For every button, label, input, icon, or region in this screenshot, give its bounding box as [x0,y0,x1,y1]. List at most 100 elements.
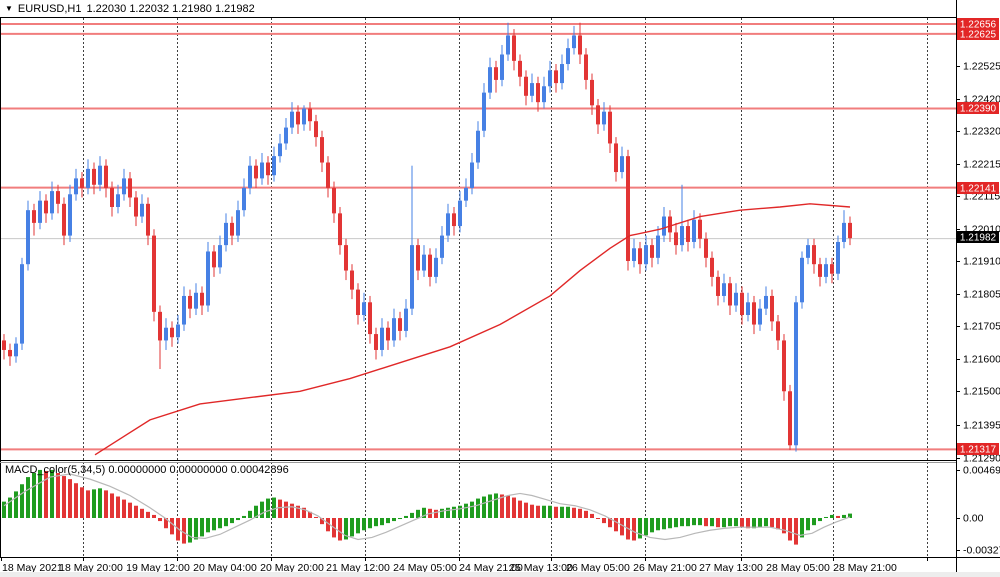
candle-body [92,168,96,185]
candle-body [782,340,786,392]
candle-body [278,143,282,157]
macd-bar [2,501,6,518]
macd-bar [122,499,126,518]
macd-bar [344,518,348,540]
candle-body [512,35,516,61]
price-badge-text: 1.22656 [960,20,997,31]
candle-body [470,162,474,188]
candle-body [284,127,288,144]
candle-body [476,130,480,163]
candle-body [542,86,546,103]
macd-bar [392,518,396,522]
candle-body [746,302,750,316]
macd-indicator-label: MACD_color(5,34,5) 0.00000000 0.00000000… [5,464,289,476]
macd-bar [566,506,570,518]
macd-bar [524,502,528,518]
macd-bar [620,518,624,536]
candle-body [308,108,312,122]
macd-bar [302,507,306,518]
macd-bar [74,483,78,518]
macd-bar [92,489,96,518]
candle-body [566,48,570,65]
candle-body [560,64,564,84]
macd-bar [38,469,42,518]
candle-body [458,200,462,227]
time-axis-label: 25 May 13:00 [509,562,573,574]
candle-body [794,302,798,446]
time-axis-label: 19 May 12:00 [126,562,190,574]
macd-bar [296,505,300,518]
candle-body [14,343,18,357]
macd-bar [668,518,672,529]
macd-bar [614,518,618,532]
candle-body [806,245,810,258]
macd-bar [590,513,594,518]
macd-bar [266,498,270,518]
candle-body [716,276,720,296]
time-axis-label: 18 May 2021 [2,562,63,574]
candle-body [572,35,576,49]
candle-body [254,165,258,179]
macd-bar [656,518,660,531]
macd-bar [26,477,30,518]
candle-body [770,295,774,322]
macd-bar [548,505,552,518]
macd-bar [98,488,102,518]
symbol-timeframe-label: EURUSD,H1 [17,3,82,15]
candle-body [602,111,606,125]
candle-body [824,264,828,277]
candle-body [380,327,384,350]
candle-body [416,245,420,271]
macd-bar [410,512,414,518]
candle-body [140,203,144,217]
macd-bar [692,518,696,526]
macd-bar [530,504,534,518]
macd-bar [650,518,654,533]
time-axis-label: 18 May 20:00 [59,562,123,574]
candle-body [842,222,846,242]
macd-bar [32,472,36,518]
candle-body [182,295,186,325]
macd-bar [386,518,390,524]
macd-bar [584,510,588,518]
candle-body [788,391,792,446]
candle-body [98,165,102,185]
candle-body [698,219,702,239]
macd-bar [380,518,384,526]
macd-bar [806,518,810,531]
price-axis-label: 1.21290 [963,453,1000,465]
macd-bar [740,518,744,528]
macd-bar [290,503,294,518]
macd-bar [14,491,18,518]
macd-bar [734,518,738,527]
macd-bar [248,510,252,518]
candle-body [326,162,330,188]
time-axis-label: 28 May 05:00 [766,562,830,574]
candle-body [584,54,588,80]
candle-body [530,83,534,96]
macd-bar [56,472,60,518]
macd-axis-label: 0.0046928 [963,465,1000,477]
macd-bar [680,518,684,527]
macd-bar [116,496,120,518]
candle-body [302,108,306,125]
macd-bar [572,507,576,518]
macd-bar [722,518,726,528]
macd-bar [278,499,282,518]
macd-bar [782,518,786,534]
macd-bar [188,518,192,543]
macd-bar [842,514,846,518]
price-badge-text: 1.21982 [960,233,997,244]
candle-body [680,226,684,246]
macd-bar [818,518,822,522]
price-badge-text: 1.22390 [960,104,997,115]
macd-bar [662,518,666,530]
macd-bar [242,515,246,518]
candle-body [314,121,318,138]
macd-bar [518,500,522,518]
macd-bar [488,494,492,518]
candle-body [176,324,180,338]
candle-wick [681,184,683,252]
